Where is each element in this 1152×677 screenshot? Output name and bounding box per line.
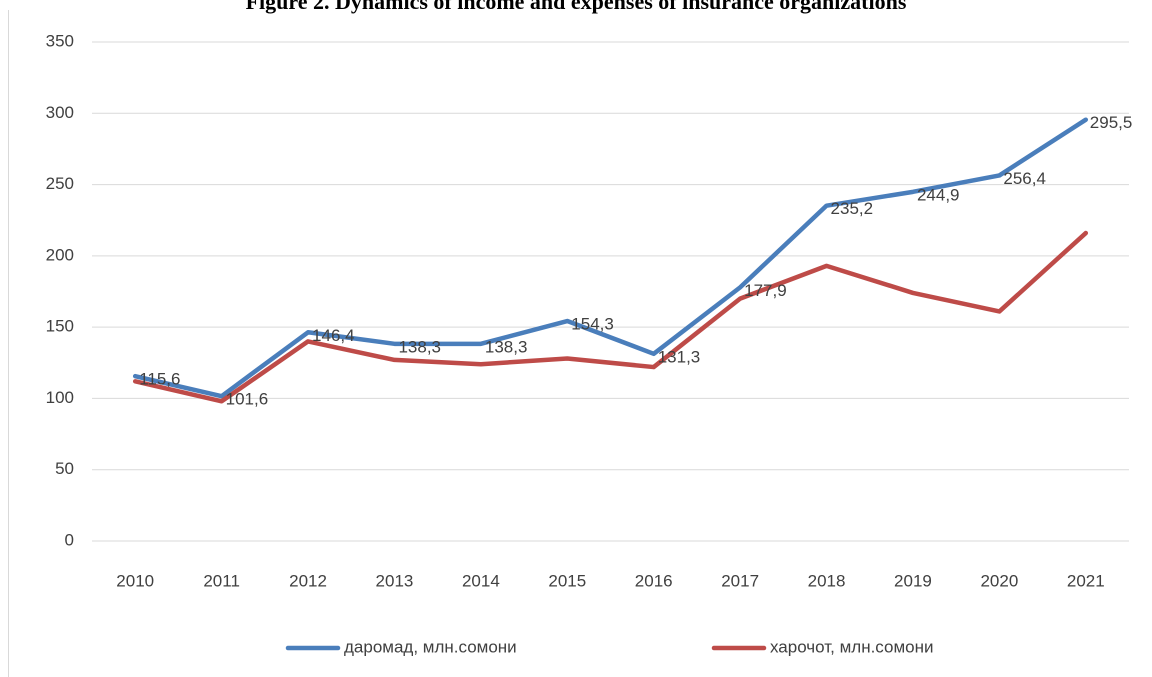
x-tick-label: 2020 [980,571,1018,590]
x-tick-label: 2021 [1067,571,1105,590]
data-label: 154,3 [571,314,614,333]
data-label: 101,6 [226,390,269,409]
data-label: 256,4 [1003,169,1046,188]
x-tick-label: 2014 [462,571,500,590]
y-tick-label: 50 [55,459,74,478]
series-line [132,117,1089,399]
legend-label: даромад, млн.сомони [344,637,517,656]
x-tick-label: 2019 [894,571,932,590]
y-tick-label: 100 [46,388,74,407]
x-tick-label: 2012 [289,571,327,590]
x-tick-label: 2010 [116,571,154,590]
legend-label: харочот, млн.сомони [770,637,933,656]
data-label: 146,4 [312,326,355,345]
y-tick-label: 350 [46,31,74,50]
chart-title: Figure 2. Dynamics of income and expense… [246,0,907,14]
data-label: 295,5 [1090,113,1133,132]
x-tick-label: 2017 [721,571,759,590]
x-tick-label: 2015 [548,571,586,590]
y-tick-label: 250 [46,174,74,193]
y-tick-label: 200 [46,245,74,264]
x-tick-label: 2011 [203,571,240,590]
y-tick-label: 0 [65,530,74,549]
data-label: 235,2 [831,199,874,218]
x-tick-label: 2018 [808,571,846,590]
data-label: 244,9 [917,185,960,204]
x-tick-label: 2016 [635,571,673,590]
data-label: 115,6 [139,370,180,389]
data-label: 177,9 [744,281,787,300]
y-tick-label: 150 [46,317,74,336]
data-label: 138,3 [398,337,441,356]
series-line [132,230,1089,404]
x-tick-label: 2013 [376,571,414,590]
data-label: 138,3 [485,337,528,356]
y-tick-label: 300 [46,103,74,122]
data-label: 131,3 [658,347,701,366]
